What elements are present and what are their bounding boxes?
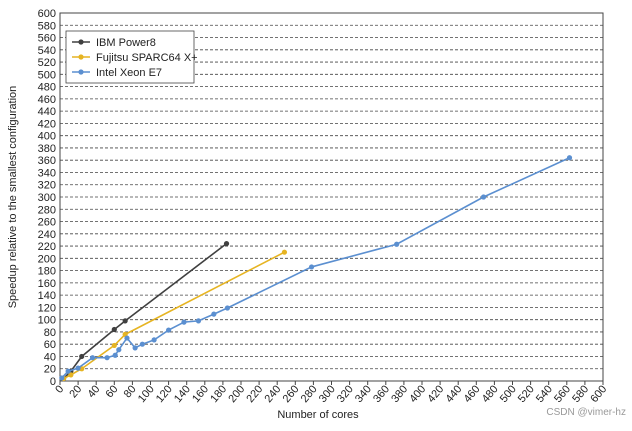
y-tick-label: 0 xyxy=(50,376,56,388)
y-tick-label: 40 xyxy=(44,351,56,363)
y-tick-label: 420 xyxy=(38,118,56,130)
point xyxy=(79,353,85,360)
point xyxy=(480,194,487,200)
y-axis-label: Speedup relative to the smallest configu… xyxy=(7,86,19,309)
point xyxy=(224,305,231,311)
y-tick-label: 580 xyxy=(38,20,56,32)
y-tick-label: 80 xyxy=(44,327,56,339)
y-tick-label: 520 xyxy=(38,57,56,69)
point xyxy=(195,318,202,324)
y-tick-label: 60 xyxy=(44,339,56,351)
y-tick-label: 200 xyxy=(38,253,56,265)
point xyxy=(112,352,118,358)
point xyxy=(104,355,110,361)
point xyxy=(308,264,315,270)
y-tick-label: 460 xyxy=(38,94,56,106)
y-tick-label: 340 xyxy=(38,167,56,179)
legend-label: IBM Power8 xyxy=(96,37,156,49)
watermark: CSDN @vimer-hz xyxy=(546,407,626,418)
y-tick-label: 400 xyxy=(38,131,56,143)
point xyxy=(111,326,117,333)
legend-marker xyxy=(78,69,84,75)
legend-marker xyxy=(78,39,84,45)
point xyxy=(122,318,128,324)
point xyxy=(59,375,65,381)
y-tick-label: 240 xyxy=(38,229,56,241)
y-tick-label: 220 xyxy=(38,241,56,253)
y-tick-label: 120 xyxy=(38,302,56,314)
point xyxy=(223,241,230,247)
y-tick-label: 360 xyxy=(38,155,56,167)
point xyxy=(124,335,130,341)
y-tick-label: 540 xyxy=(38,45,56,57)
y-tick-label: 440 xyxy=(38,106,56,118)
y-tick-label: 20 xyxy=(44,364,56,376)
point xyxy=(116,347,122,353)
point xyxy=(566,155,573,161)
y-tick-label: 160 xyxy=(38,278,56,290)
point xyxy=(111,342,117,349)
y-tick-label: 260 xyxy=(38,217,56,229)
x-axis-label: Number of cores xyxy=(277,409,359,421)
legend-label: Intel Xeon E7 xyxy=(96,67,162,79)
point xyxy=(89,355,96,361)
y-tick-label: 180 xyxy=(38,266,56,278)
legend-label: Fujitsu SPARC64 X+ xyxy=(96,52,198,64)
point xyxy=(281,249,288,255)
y-tick-label: 600 xyxy=(38,8,56,20)
point xyxy=(68,372,74,378)
y-tick-label: 280 xyxy=(38,204,56,216)
point xyxy=(75,365,81,371)
y-tick-label: 320 xyxy=(38,180,56,192)
point xyxy=(65,368,71,374)
y-tick-label: 480 xyxy=(38,82,56,94)
y-tick-label: 300 xyxy=(38,192,56,204)
y-tick-label: 500 xyxy=(38,69,56,81)
legend-marker xyxy=(78,54,84,60)
point xyxy=(151,337,157,343)
point xyxy=(132,345,138,351)
point xyxy=(166,327,172,333)
point xyxy=(181,319,187,325)
y-tick-label: 380 xyxy=(38,143,56,155)
point xyxy=(211,311,217,317)
plot-border xyxy=(59,12,604,382)
y-tick-label: 140 xyxy=(38,290,56,302)
y-tick-label: 100 xyxy=(38,315,56,327)
point xyxy=(394,241,400,247)
y-tick-label: 560 xyxy=(38,33,56,45)
point xyxy=(139,341,145,347)
